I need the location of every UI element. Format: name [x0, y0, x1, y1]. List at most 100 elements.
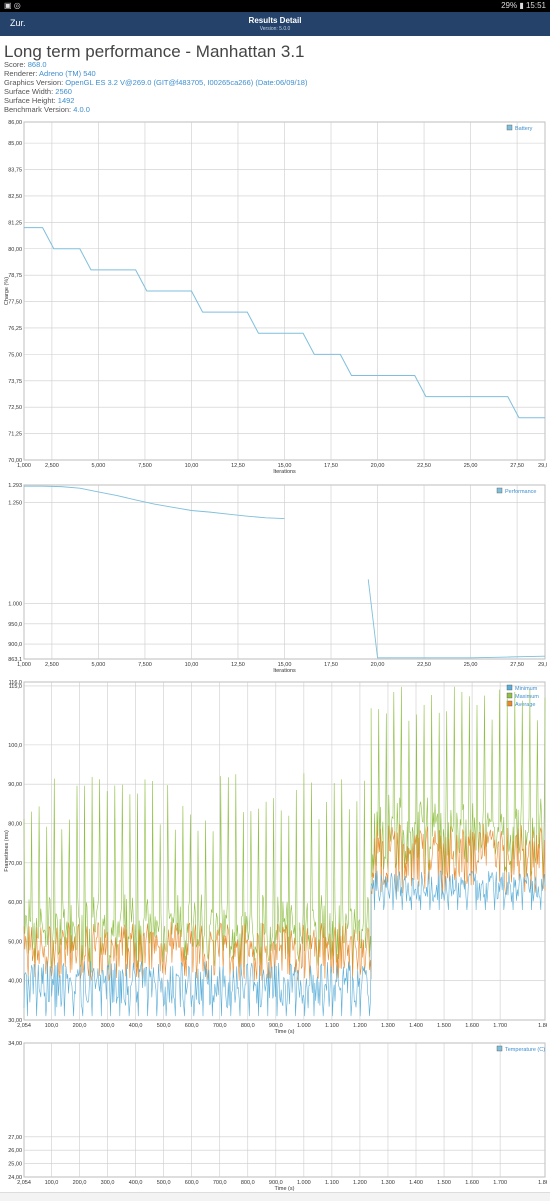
- x-tick-label: 1.500: [437, 1023, 451, 1029]
- performance-series-line: [367, 579, 546, 659]
- x-tick-label: 800,0: [241, 1023, 255, 1029]
- app-bar: Zur. Results Detail Version: 5.0.0: [0, 12, 550, 36]
- performance-chart-svg: 1.293 1.250 1.000 950,0 900,0 863,11,000 2,500…: [8, 483, 547, 674]
- temperature-chart-svg: 34,00 27,00 26,00 25,00 24,002,054 100,0 200,0…: [8, 1041, 547, 1191]
- x-tick-label: 1.700: [493, 1023, 507, 1029]
- bottom-edge: [0, 1192, 550, 1201]
- x-tick-label: 500,0: [157, 1180, 171, 1186]
- status-icons: ▣ ◎: [4, 1, 21, 10]
- info-value: 868.0: [27, 60, 47, 69]
- maximum-series-line: [23, 686, 546, 973]
- x-tick-label: 1.600: [465, 1023, 479, 1029]
- info-value: 2560: [55, 87, 72, 96]
- y-tick-label: 1.250: [8, 500, 22, 506]
- info-graphics-version: Graphics Version: OpenGL ES 3.2 V@269.0 …: [4, 78, 307, 87]
- x-tick-label: 27,50: [510, 463, 524, 469]
- x-tick-label: 1.300: [381, 1180, 395, 1186]
- x-tick-label: 22,50: [417, 463, 431, 469]
- y-tick-label: 40,00: [8, 979, 22, 985]
- legend-swatch: [506, 700, 513, 707]
- average-series-line: [23, 823, 546, 982]
- x-tick-label: 2,054: [17, 1180, 31, 1186]
- x-tick-label: 29,00: [538, 662, 547, 668]
- y-tick-label: 100,0: [8, 743, 22, 749]
- x-tick-label: 1.000: [297, 1023, 311, 1029]
- legend-swatch: [506, 124, 513, 131]
- y-tick-label: 80,00: [8, 247, 22, 253]
- x-tick-label: 20,00: [371, 463, 385, 469]
- x-tick-label: 700,0: [213, 1023, 227, 1029]
- y-tick-label: 73,75: [8, 379, 22, 385]
- x-tick-label: 600,0: [185, 1023, 199, 1029]
- x-tick-label: 200,0: [73, 1023, 87, 1029]
- x-tick-label: 15,00: [278, 662, 292, 668]
- x-tick-label: 1.000: [297, 1180, 311, 1186]
- x-tick-label: 1.700: [493, 1180, 507, 1186]
- info-label: Surface Height:: [4, 96, 58, 105]
- x-axis-label: Time (s): [275, 1186, 295, 1191]
- x-tick-label: 2,500: [45, 463, 59, 469]
- x-tick-label: 1.200: [353, 1023, 367, 1029]
- y-tick-label: 60,00: [8, 900, 22, 906]
- x-tick-label: 500,0: [157, 1023, 171, 1029]
- plot-area: [23, 1042, 546, 1178]
- x-axis-label: Iterations: [273, 668, 296, 674]
- x-axis-label: Iterations: [273, 469, 296, 475]
- y-tick-label: 77,50: [8, 300, 22, 306]
- x-tick-label: 1.200: [353, 1180, 367, 1186]
- x-tick-label: 12,50: [231, 463, 245, 469]
- x-tick-label: 300,0: [101, 1180, 115, 1186]
- x-tick-label: 1,000: [17, 463, 31, 469]
- battery-series-line: [24, 227, 545, 419]
- y-axis-label: Frametimes (ms): [4, 830, 10, 872]
- temperature-chart: 34,00 27,00 26,00 25,00 24,00 2,054 100,0 200,0…: [2, 1039, 547, 1191]
- x-tick-label: 1.100: [325, 1180, 339, 1186]
- x-tick-label: 10,00: [185, 662, 199, 668]
- legend-label: Maximum: [515, 694, 539, 700]
- info-renderer: Renderer: Adreno (TM) 540: [4, 69, 96, 78]
- y-tick-label: 1.000: [8, 602, 22, 608]
- x-tick-label: 17,50: [324, 662, 338, 668]
- info-value: Adreno (TM) 540: [39, 69, 96, 78]
- x-tick-label: 2,500: [45, 662, 59, 668]
- y-tick-label: 27,00: [8, 1135, 22, 1141]
- x-tick-label: 700,0: [213, 1180, 227, 1186]
- y-tick-label: 75,00: [8, 352, 22, 358]
- x-tick-label: 1.400: [409, 1180, 423, 1186]
- legend-label: Battery: [515, 126, 533, 132]
- y-tick-label: 116,0: [9, 680, 22, 686]
- info-value: 1492: [57, 96, 75, 105]
- x-tick-label: 1.300: [381, 1023, 395, 1029]
- legend-label: Minimum: [515, 686, 538, 692]
- x-tick-label: 1.500: [437, 1180, 451, 1186]
- x-tick-label: 20,00: [371, 662, 385, 668]
- legend-swatch: [506, 692, 513, 699]
- info-surface-width: Surface Width: 2560: [4, 87, 72, 96]
- back-button[interactable]: Zur.: [10, 18, 26, 28]
- y-tick-label: 85,00: [8, 141, 22, 147]
- page-title: Results Detail: [248, 16, 302, 25]
- info-surface-height: Surface Height: 1492: [4, 96, 74, 105]
- info-value: 4.0.0: [73, 105, 90, 114]
- y-tick-label: 82,50: [8, 194, 22, 200]
- y-tick-label: 70,00: [8, 861, 22, 867]
- status-battery-time: 29% ▮ 15:51: [501, 1, 546, 10]
- x-tick-label: 2,054: [17, 1023, 31, 1029]
- y-tick-label: 81,25: [8, 220, 22, 226]
- battery-chart: 86,00 85,00 83,75 82,50 81,25 80,00 78,75 77,50…: [2, 118, 547, 478]
- y-tick-label: 83,75: [8, 168, 22, 174]
- x-tick-label: 17,50: [324, 463, 338, 469]
- y-tick-label: 26,00: [8, 1148, 22, 1154]
- info-label: Benchmark Version:: [4, 105, 74, 114]
- x-tick-label: 1.400: [409, 1023, 423, 1029]
- info-label: Score:: [4, 60, 28, 69]
- performance-chart: 1.293 1.250 1.000 950,0 900,0 863,1 1,000 2,500…: [2, 481, 547, 677]
- y-tick-label: 86,00: [8, 120, 22, 126]
- legend-swatch: [496, 1045, 503, 1052]
- info-value: OpenGL ES 3.2 V@269.0 (GIT@f483705, I002…: [65, 78, 308, 87]
- legend-swatch: [496, 487, 503, 494]
- info-benchmark-version: Benchmark Version: 4.0.0: [4, 105, 90, 114]
- x-tick-label: 5,000: [92, 662, 106, 668]
- x-tick-label: 10,00: [185, 463, 199, 469]
